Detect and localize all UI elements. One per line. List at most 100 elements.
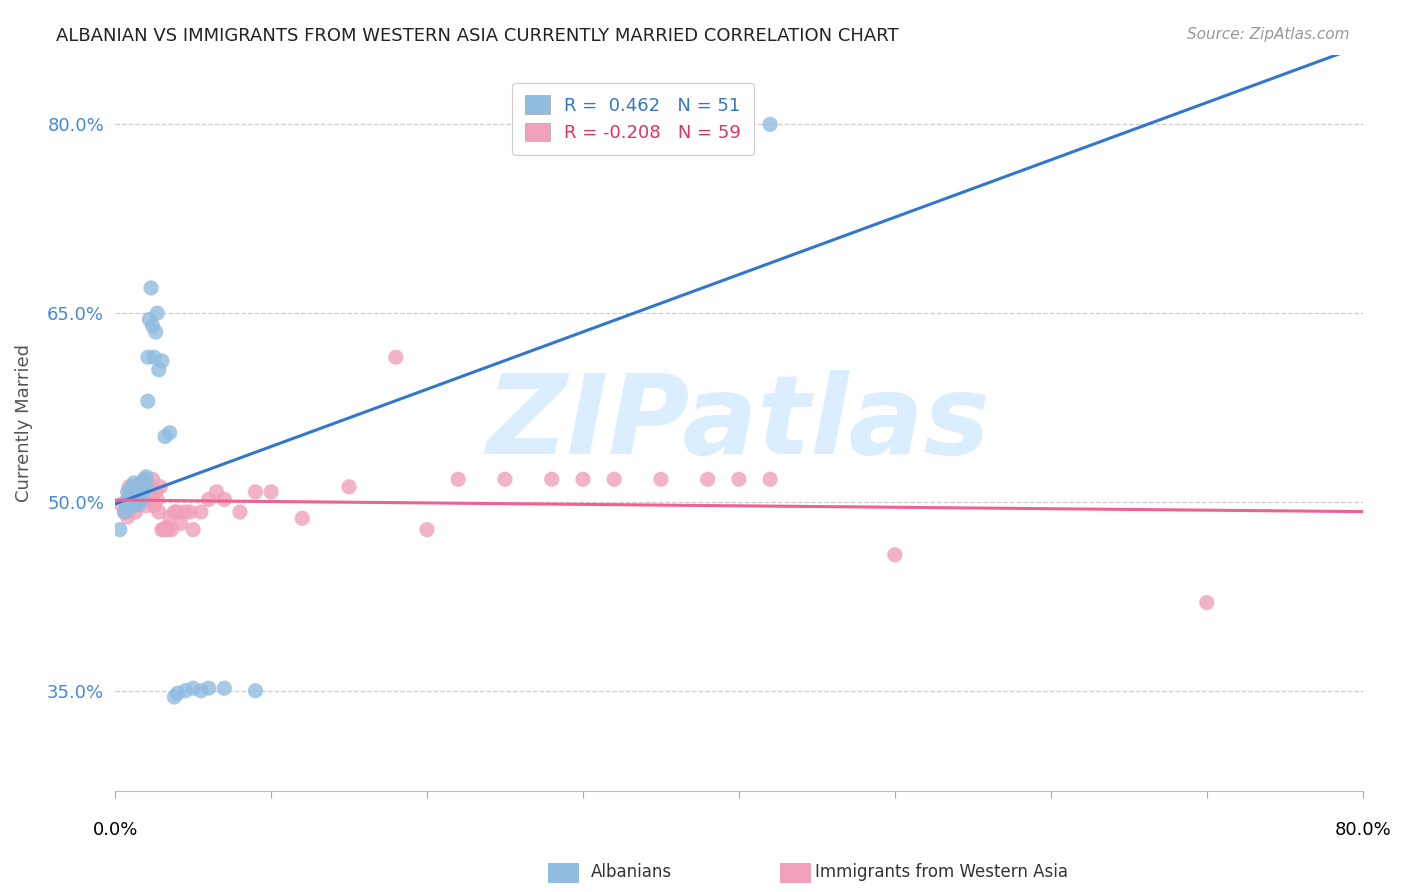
Point xyxy=(132,484,155,499)
Text: Albanians: Albanians xyxy=(591,863,672,881)
Point xyxy=(118,480,141,494)
Point xyxy=(145,325,167,339)
Point xyxy=(148,363,170,377)
Point xyxy=(149,480,172,494)
Point xyxy=(132,476,155,491)
Point xyxy=(117,484,139,499)
Point xyxy=(115,495,138,509)
Point xyxy=(135,480,157,494)
Point xyxy=(120,484,142,499)
Point xyxy=(120,495,142,509)
Point xyxy=(152,523,174,537)
Point xyxy=(759,472,782,486)
Text: ALBANIAN VS IMMIGRANTS FROM WESTERN ASIA CURRENTLY MARRIED CORRELATION CHART: ALBANIAN VS IMMIGRANTS FROM WESTERN ASIA… xyxy=(56,27,898,45)
Point xyxy=(150,523,173,537)
Y-axis label: Currently Married: Currently Married xyxy=(15,344,32,502)
Point xyxy=(150,354,173,368)
Text: 0.0%: 0.0% xyxy=(93,821,138,838)
Point xyxy=(118,499,141,513)
Point xyxy=(141,472,163,486)
Point xyxy=(883,548,905,562)
Point xyxy=(128,480,150,494)
Point xyxy=(129,476,152,491)
Point xyxy=(136,394,159,409)
Point xyxy=(153,523,176,537)
Point xyxy=(136,350,159,364)
Point xyxy=(122,499,145,513)
Point xyxy=(141,318,163,333)
Point xyxy=(124,483,146,497)
Point xyxy=(157,523,180,537)
Text: 80.0%: 80.0% xyxy=(1334,821,1391,838)
Point xyxy=(214,492,236,507)
Point xyxy=(118,492,141,507)
Point xyxy=(190,505,212,519)
Point xyxy=(159,425,181,440)
Point xyxy=(117,492,139,507)
Point xyxy=(166,505,188,519)
Point xyxy=(650,472,672,486)
Point xyxy=(129,489,152,503)
Point xyxy=(416,523,439,537)
Point xyxy=(124,492,146,507)
Point xyxy=(139,281,162,295)
Point xyxy=(146,492,169,507)
Point xyxy=(759,117,782,131)
Legend: R =  0.462   N = 51, R = -0.208   N = 59: R = 0.462 N = 51, R = -0.208 N = 59 xyxy=(512,83,754,154)
Point xyxy=(138,312,160,326)
Point xyxy=(135,469,157,483)
Point xyxy=(245,484,267,499)
Point xyxy=(205,484,228,499)
Point xyxy=(494,472,516,486)
Point xyxy=(190,683,212,698)
Point xyxy=(114,505,136,519)
Text: Immigrants from Western Asia: Immigrants from Western Asia xyxy=(815,863,1069,881)
Point xyxy=(197,492,219,507)
Point xyxy=(143,350,166,364)
Point xyxy=(114,505,136,519)
Point xyxy=(245,683,267,698)
Point xyxy=(138,484,160,499)
Point xyxy=(337,480,360,494)
Point xyxy=(120,483,142,497)
Point xyxy=(159,510,181,524)
Point xyxy=(540,472,562,486)
Point xyxy=(572,472,595,486)
Point xyxy=(160,523,183,537)
Point xyxy=(181,681,204,696)
Point xyxy=(121,498,143,512)
Point xyxy=(174,683,197,698)
Point xyxy=(155,520,177,534)
Point xyxy=(129,484,152,499)
Point xyxy=(148,505,170,519)
Point xyxy=(163,690,186,704)
Point xyxy=(291,511,314,525)
Point xyxy=(179,505,201,519)
Point xyxy=(169,516,191,531)
Point xyxy=(110,498,132,512)
Point xyxy=(197,681,219,696)
Point xyxy=(122,476,145,491)
Point xyxy=(229,505,252,519)
Point xyxy=(134,484,156,499)
Point xyxy=(163,505,186,519)
Point xyxy=(128,492,150,507)
Point xyxy=(181,523,204,537)
Point xyxy=(174,505,197,519)
Point xyxy=(145,484,167,499)
Point xyxy=(122,499,145,513)
Point xyxy=(166,686,188,700)
Point xyxy=(131,492,153,507)
Point xyxy=(132,474,155,488)
Point xyxy=(696,472,718,486)
Point xyxy=(124,505,146,519)
Point xyxy=(134,472,156,486)
Point xyxy=(125,480,148,494)
Point xyxy=(108,523,131,537)
Point xyxy=(125,492,148,507)
Point xyxy=(603,472,626,486)
Point xyxy=(121,480,143,494)
Point xyxy=(143,499,166,513)
Point xyxy=(139,480,162,494)
Point xyxy=(131,480,153,494)
